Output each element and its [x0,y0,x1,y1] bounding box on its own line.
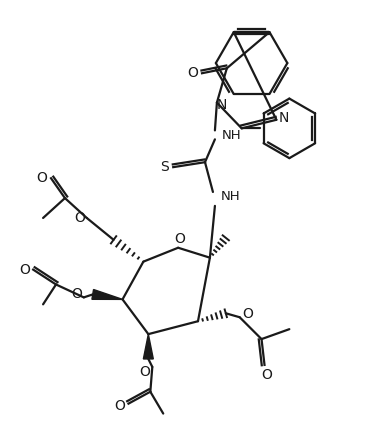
Text: O: O [261,368,272,382]
Text: O: O [175,232,185,246]
Text: N: N [278,111,289,125]
Text: O: O [37,171,47,185]
Text: O: O [242,307,253,321]
Text: NH: NH [222,129,241,142]
Text: S: S [160,160,169,174]
Polygon shape [143,334,153,359]
Text: O: O [19,263,30,277]
Text: NH: NH [221,190,241,204]
Text: O: O [188,66,198,80]
Polygon shape [92,289,123,299]
Text: N: N [217,98,227,112]
Text: O: O [71,287,82,301]
Text: O: O [74,211,85,225]
Text: O: O [139,365,150,379]
Text: O: O [114,399,125,413]
